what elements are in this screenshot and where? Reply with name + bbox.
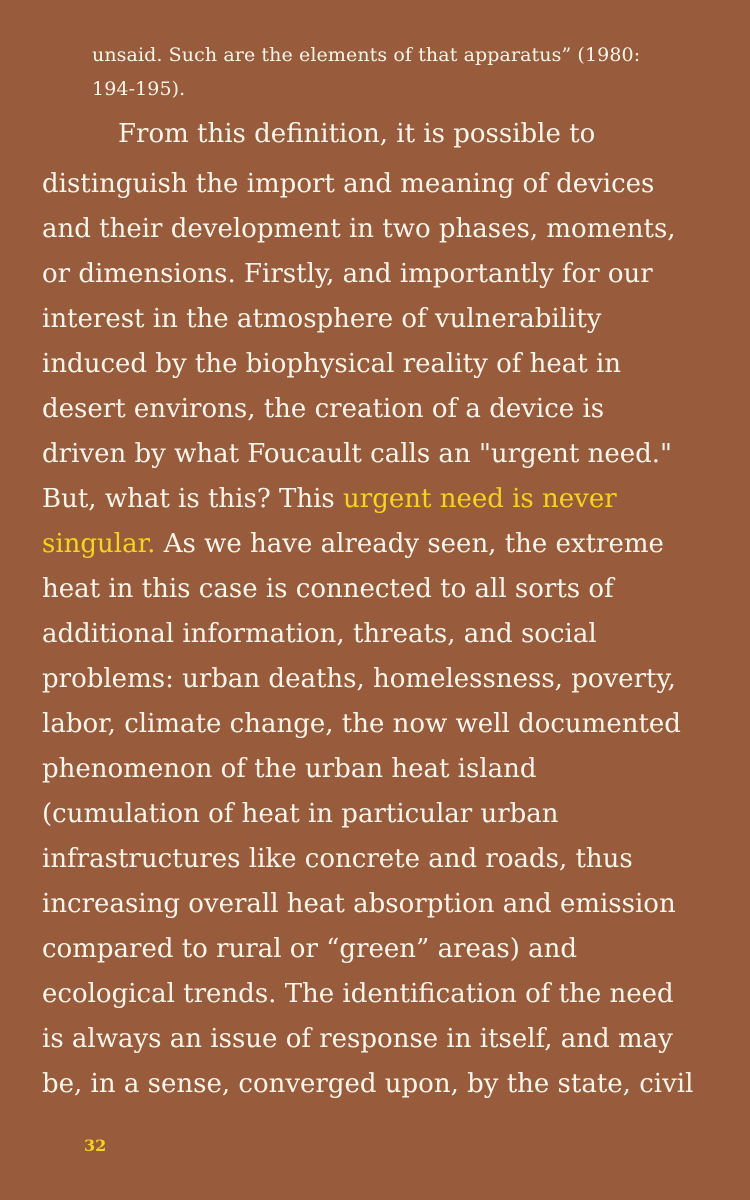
- paragraph-line: singular. As we have already seen, the e…: [42, 522, 722, 567]
- paragraph-line: additional information, threats, and soc…: [42, 619, 597, 649]
- page-number: 32: [84, 1136, 107, 1155]
- paragraph-line: labor, climate change, the now well docu…: [42, 709, 681, 739]
- paragraph-line: ecological trends. The identification of…: [42, 979, 674, 1009]
- paragraph-line: and their development in two phases, mom…: [42, 214, 676, 244]
- paragraph-line: problems: urban deaths, homelessness, po…: [42, 664, 676, 694]
- body-paragraph: From this definition, it is possible to …: [42, 112, 722, 1107]
- quote-line: unsaid. Such are the elements of that ap…: [92, 44, 641, 66]
- paragraph-text: But, what is this? This: [42, 484, 344, 514]
- paragraph-line: (cumulation of heat in particular urban: [42, 799, 559, 829]
- paragraph-line: phenomenon of the urban heat island: [42, 754, 537, 784]
- paragraph-line: is always an issue of response in itself…: [42, 1024, 673, 1054]
- paragraph-line: desert environs, the creation of a devic…: [42, 394, 605, 424]
- paragraph-line: But, what is this? This urgent need is n…: [42, 477, 722, 522]
- paragraph-line: driven by what Foucault calls an "urgent…: [42, 439, 672, 469]
- paragraph-line: compared to rural or “green” areas) and: [42, 934, 578, 964]
- highlighted-text: singular.: [42, 529, 156, 559]
- paragraph-line: or dimensions. Firstly, and importantly …: [42, 259, 653, 289]
- paragraph-line: heat in this case is connected to all so…: [42, 574, 614, 604]
- paragraph-line: increasing overall heat absorption and e…: [42, 889, 676, 919]
- paragraph-first-line: From this definition, it is possible to: [118, 119, 596, 149]
- block-quote: unsaid. Such are the elements of that ap…: [92, 38, 652, 106]
- paragraph-line: be, in a sense, converged upon, by the s…: [42, 1069, 694, 1099]
- paragraph-line: interest in the atmosphere of vulnerabil…: [42, 304, 602, 334]
- paragraph-text: As we have already seen, the extreme: [155, 529, 664, 559]
- paragraph-line: distinguish the import and meaning of de…: [42, 169, 655, 199]
- paragraph-line: induced by the biophysical reality of he…: [42, 349, 622, 379]
- highlighted-text: urgent need is never: [343, 484, 617, 514]
- quote-line: 194-195).: [92, 78, 186, 100]
- paragraph-line: infrastructures like concrete and roads,…: [42, 844, 633, 874]
